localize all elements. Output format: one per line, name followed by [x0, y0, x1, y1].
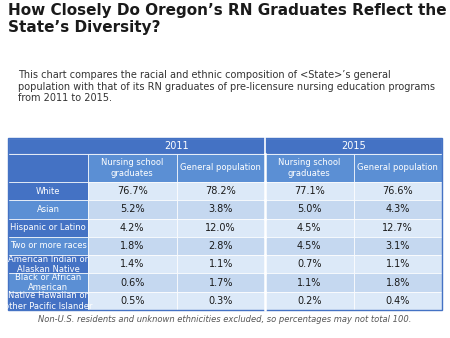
Bar — [88, 154, 176, 182]
Bar — [8, 138, 442, 154]
Bar — [88, 255, 176, 273]
Bar — [176, 200, 265, 219]
Bar — [265, 255, 354, 273]
Bar — [8, 273, 88, 292]
Text: White: White — [36, 187, 60, 196]
Text: 0.2%: 0.2% — [297, 296, 321, 306]
Bar — [8, 200, 88, 219]
Bar — [354, 200, 442, 219]
Text: 5.0%: 5.0% — [297, 204, 321, 214]
Bar — [88, 237, 176, 255]
Bar — [265, 237, 354, 255]
Text: Two or more races: Two or more races — [9, 241, 86, 250]
Text: 1.1%: 1.1% — [386, 259, 410, 269]
Bar — [354, 182, 442, 200]
Text: 0.5%: 0.5% — [120, 296, 144, 306]
Text: Native Hawaiian or
other Pacific Islander: Native Hawaiian or other Pacific Islande… — [4, 291, 92, 311]
Bar — [88, 219, 176, 237]
Bar — [354, 219, 442, 237]
Text: General population: General population — [357, 164, 438, 172]
Text: 78.2%: 78.2% — [205, 186, 236, 196]
Text: 0.4%: 0.4% — [386, 296, 410, 306]
Bar — [176, 273, 265, 292]
Text: 4.5%: 4.5% — [297, 241, 321, 251]
Bar — [354, 255, 442, 273]
Bar — [354, 154, 442, 182]
Bar — [354, 292, 442, 310]
Bar — [8, 138, 442, 310]
Bar — [265, 154, 354, 182]
Bar — [265, 219, 354, 237]
Text: 4.2%: 4.2% — [120, 223, 144, 233]
Text: 1.8%: 1.8% — [386, 277, 410, 288]
Bar — [176, 292, 265, 310]
Text: Nursing school
graduates: Nursing school graduates — [101, 158, 163, 178]
Text: 4.3%: 4.3% — [386, 204, 410, 214]
Text: 77.1%: 77.1% — [294, 186, 324, 196]
Bar — [176, 237, 265, 255]
Text: 0.3%: 0.3% — [208, 296, 233, 306]
Text: 1.1%: 1.1% — [208, 259, 233, 269]
Text: 12.0%: 12.0% — [206, 223, 236, 233]
Bar — [354, 273, 442, 292]
Bar — [176, 182, 265, 200]
Text: 2.8%: 2.8% — [208, 241, 233, 251]
Bar — [265, 182, 354, 200]
Text: Black or African
American: Black or African American — [15, 273, 81, 292]
Text: 0.7%: 0.7% — [297, 259, 321, 269]
Bar — [8, 237, 88, 255]
Bar — [8, 255, 88, 273]
Bar — [8, 154, 88, 182]
Text: Asian: Asian — [36, 205, 59, 214]
Text: 12.7%: 12.7% — [382, 223, 413, 233]
Bar — [8, 219, 88, 237]
Bar — [88, 273, 176, 292]
Bar — [265, 200, 354, 219]
Text: Non-U.S. residents and unknown ethnicities excluded, so percentages may not tota: Non-U.S. residents and unknown ethniciti… — [38, 315, 412, 324]
Text: 76.7%: 76.7% — [117, 186, 148, 196]
Bar — [176, 219, 265, 237]
Text: 2011: 2011 — [164, 141, 189, 151]
Text: 76.6%: 76.6% — [382, 186, 413, 196]
Text: 4.5%: 4.5% — [297, 223, 321, 233]
Bar — [8, 182, 88, 200]
Bar — [88, 292, 176, 310]
Text: 3.8%: 3.8% — [208, 204, 233, 214]
Bar — [88, 182, 176, 200]
Text: 5.2%: 5.2% — [120, 204, 144, 214]
Text: This chart compares the racial and ethnic composition of <State>’s general
popul: This chart compares the racial and ethni… — [18, 70, 435, 103]
Text: 3.1%: 3.1% — [386, 241, 410, 251]
Text: 1.7%: 1.7% — [208, 277, 233, 288]
Bar — [176, 255, 265, 273]
Bar — [265, 292, 354, 310]
Text: 2015: 2015 — [341, 141, 366, 151]
Text: 1.8%: 1.8% — [120, 241, 144, 251]
Text: Nursing school
graduates: Nursing school graduates — [278, 158, 341, 178]
Text: American Indian or
Alaskan Native: American Indian or Alaskan Native — [8, 255, 88, 274]
Bar — [265, 273, 354, 292]
Bar — [8, 292, 88, 310]
Text: 0.6%: 0.6% — [120, 277, 144, 288]
Bar — [354, 237, 442, 255]
Text: How Closely Do Oregon’s RN Graduates Reflect the
State’s Diversity?: How Closely Do Oregon’s RN Graduates Ref… — [8, 3, 446, 35]
Text: 1.4%: 1.4% — [120, 259, 144, 269]
Text: 1.1%: 1.1% — [297, 277, 321, 288]
Bar — [88, 200, 176, 219]
Bar — [176, 154, 265, 182]
Text: General population: General population — [180, 164, 261, 172]
Text: Hispanic or Latino: Hispanic or Latino — [10, 223, 86, 232]
